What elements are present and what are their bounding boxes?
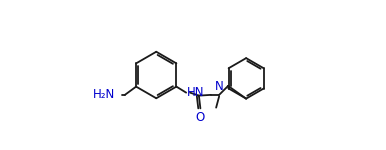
Text: O: O	[196, 111, 205, 124]
Text: H₂N: H₂N	[92, 88, 115, 101]
Text: HN: HN	[187, 85, 204, 99]
Text: N: N	[215, 80, 223, 93]
